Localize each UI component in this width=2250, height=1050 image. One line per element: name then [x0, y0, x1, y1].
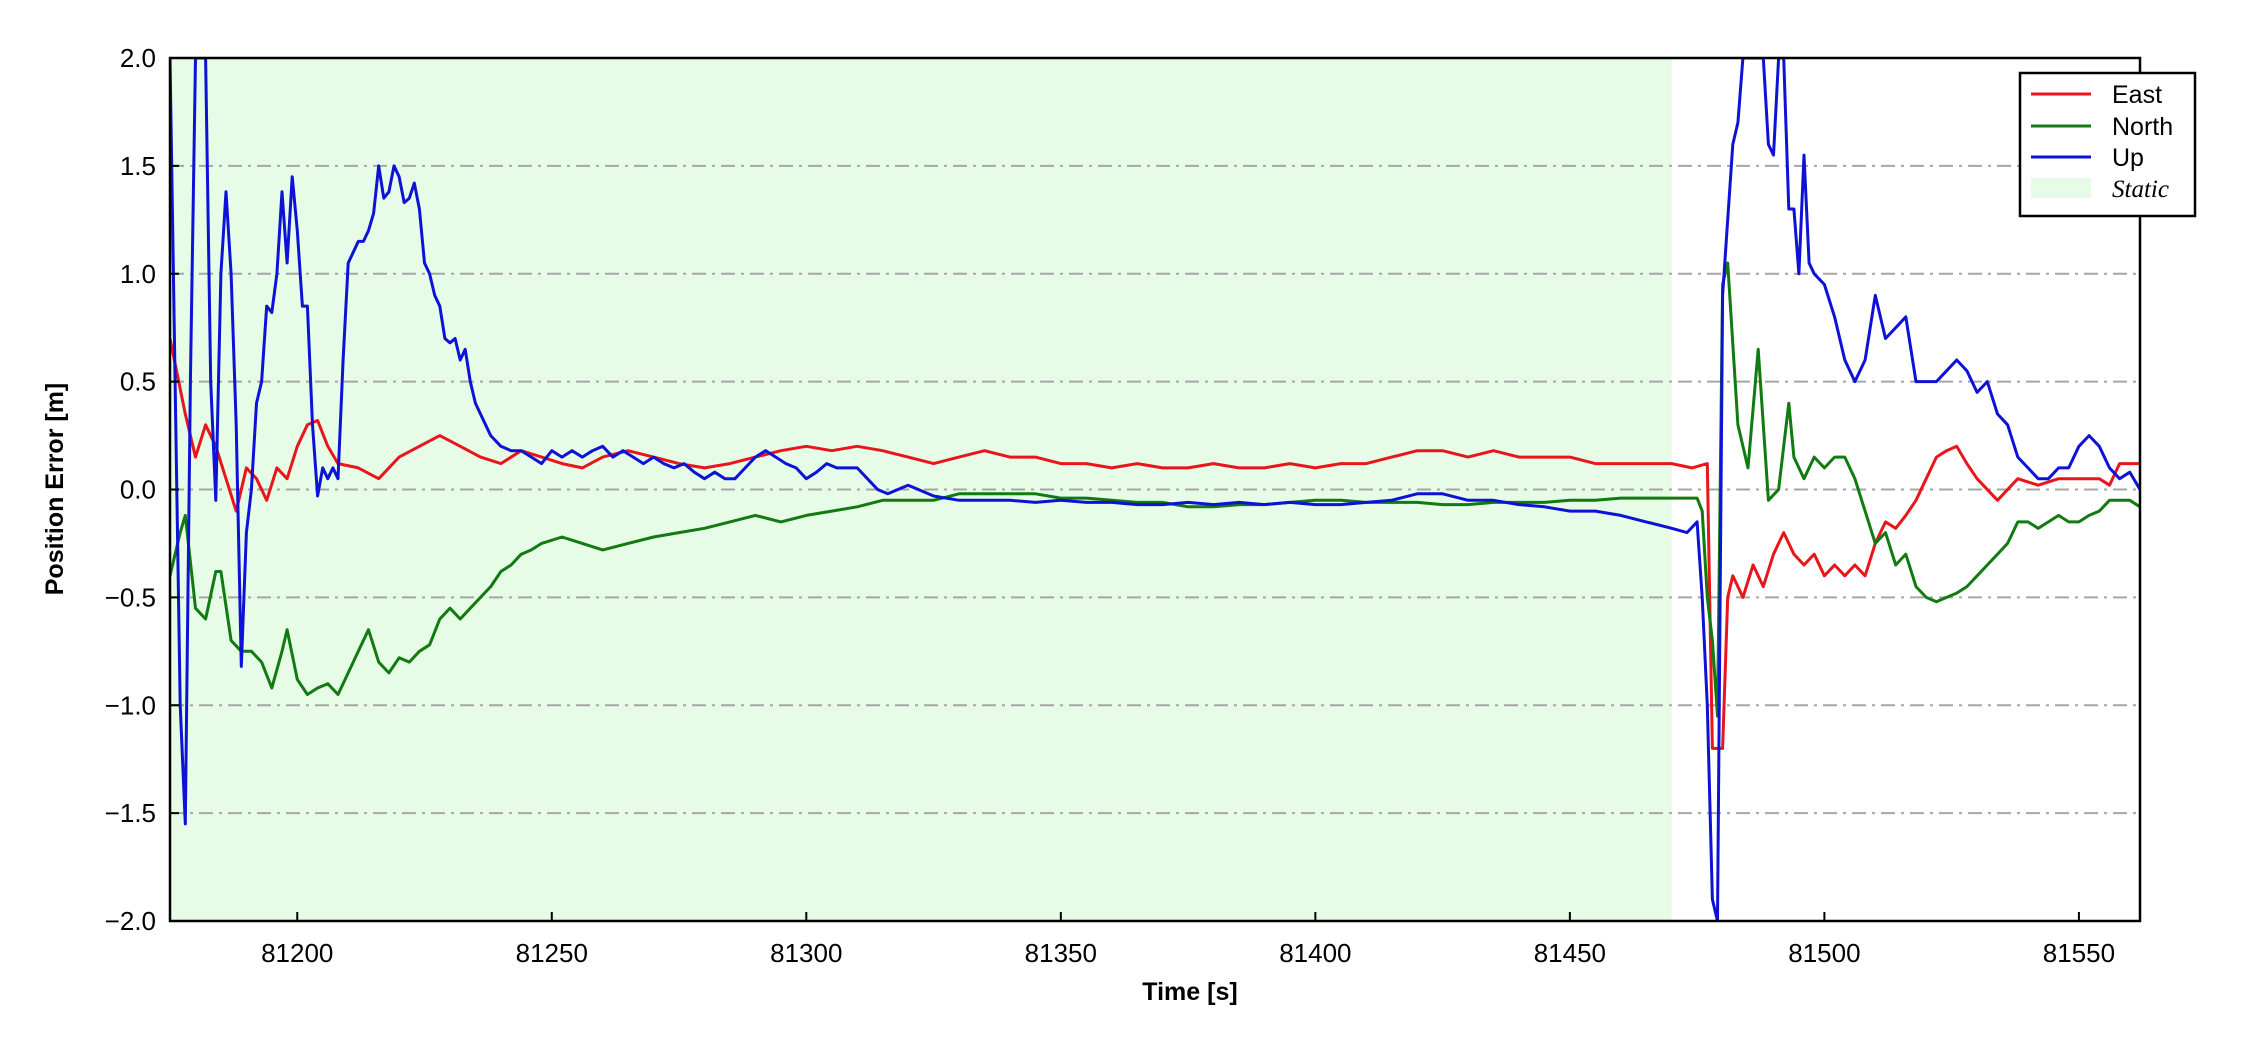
- x-tick-label: 81300: [770, 938, 842, 968]
- x-tick-label: 81550: [2043, 938, 2115, 968]
- x-tick-label: 81350: [1025, 938, 1097, 968]
- y-tick-label: 0.0: [120, 475, 156, 505]
- x-tick-label: 81200: [261, 938, 333, 968]
- y-tick-label: 1.5: [120, 151, 156, 181]
- tick-labels: 81200 81250 81300 81350 81400 81450 81500 81550…: [105, 43, 2115, 968]
- y-tick-label: −1.0: [105, 690, 156, 720]
- legend-label-east: East: [2112, 81, 2162, 109]
- series-line-up: [170, 58, 2140, 921]
- x-tick-label: 81400: [1279, 938, 1351, 968]
- legend-label-static: Static: [2112, 176, 2169, 203]
- y-tick-label: 1.0: [120, 259, 156, 289]
- series-line-north: [170, 261, 2140, 718]
- x-tick-label: 81450: [1534, 938, 1606, 968]
- series-line-east: [170, 338, 2140, 750]
- y-tick-label: −1.5: [105, 798, 156, 828]
- x-tick-label: 81250: [516, 938, 588, 968]
- legend-label-up: Up: [2112, 144, 2144, 172]
- y-axis-title: Position Error [m]: [41, 383, 69, 596]
- legend: East North Up Static: [2018, 71, 2197, 218]
- y-tick-label: −2.0: [105, 906, 156, 936]
- x-tick-label: 81500: [1788, 938, 1860, 968]
- x-axis-title: Time [s]: [1142, 978, 1237, 1006]
- grid: [170, 164, 2140, 815]
- ticks: [170, 57, 2080, 922]
- legend-label-north: North: [2112, 113, 2173, 141]
- series-layer: [170, 58, 2140, 921]
- y-tick-label: 0.5: [120, 367, 156, 397]
- legend-swatch-static: [2031, 178, 2091, 198]
- y-tick-label: 2.0: [120, 43, 156, 73]
- y-tick-label: −0.5: [105, 582, 156, 612]
